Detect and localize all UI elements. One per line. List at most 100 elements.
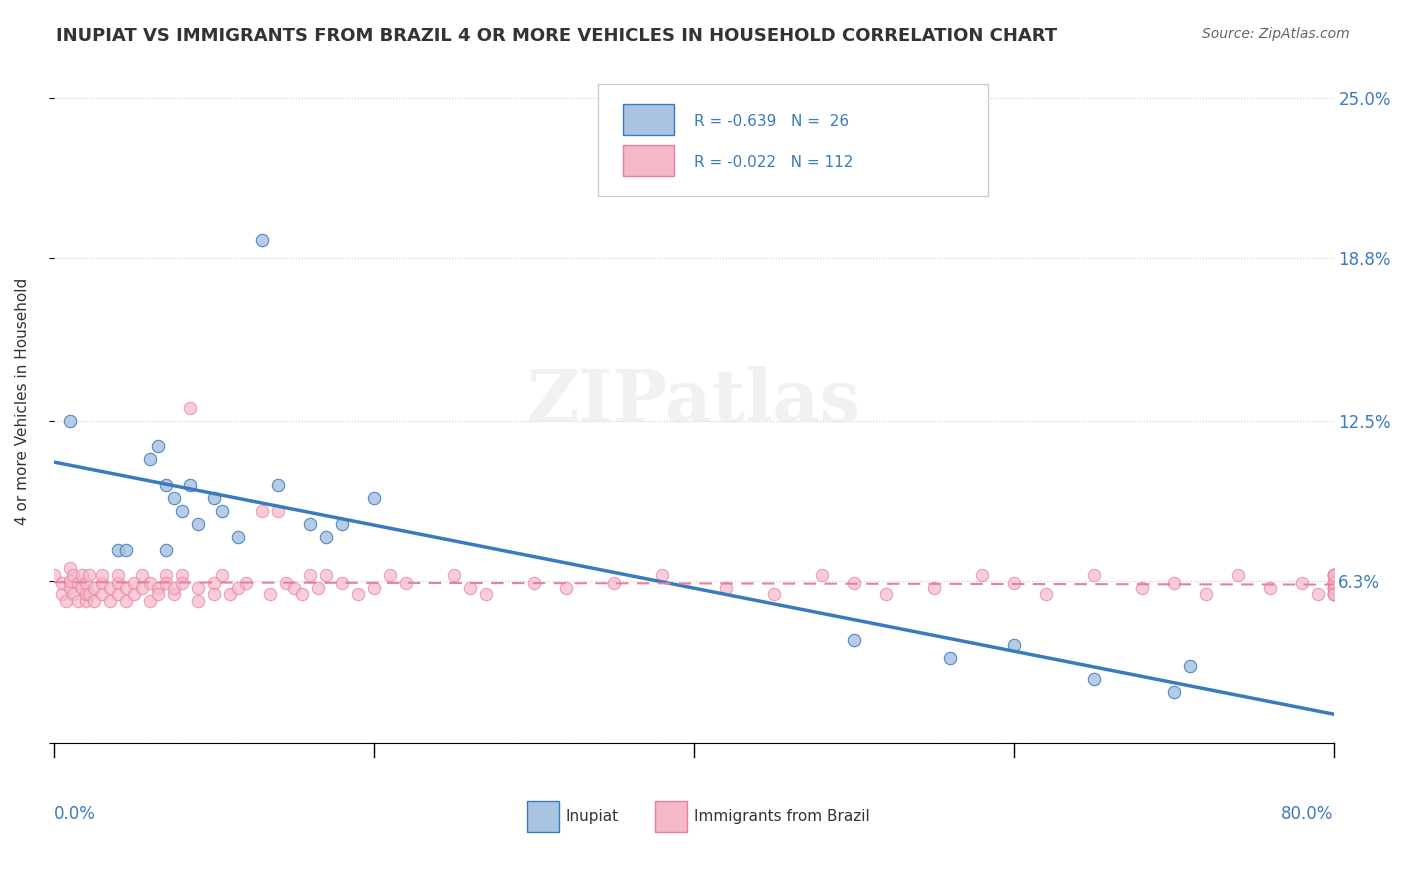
Bar bbox=[655, 801, 688, 832]
Text: R = -0.639   N =  26: R = -0.639 N = 26 bbox=[693, 113, 849, 128]
Point bbox=[138, 576, 160, 591]
Point bbox=[1322, 568, 1344, 582]
Point bbox=[259, 586, 281, 600]
Point bbox=[266, 478, 288, 492]
Point bbox=[146, 586, 169, 600]
Point bbox=[315, 530, 337, 544]
Point bbox=[1035, 586, 1057, 600]
Text: 0.0%: 0.0% bbox=[53, 805, 96, 822]
Point bbox=[554, 582, 576, 596]
Point bbox=[1322, 568, 1344, 582]
Point bbox=[842, 576, 865, 591]
Point bbox=[1291, 576, 1313, 591]
Point bbox=[1178, 658, 1201, 673]
Text: R = -0.022   N = 112: R = -0.022 N = 112 bbox=[693, 154, 853, 169]
Point bbox=[187, 516, 209, 531]
Point bbox=[107, 568, 129, 582]
Point bbox=[162, 586, 184, 600]
Point bbox=[146, 440, 169, 454]
Point bbox=[107, 586, 129, 600]
Point bbox=[59, 574, 82, 588]
Point bbox=[250, 233, 273, 247]
Point bbox=[155, 542, 177, 557]
Point bbox=[315, 568, 337, 582]
Point bbox=[170, 568, 193, 582]
Point bbox=[810, 568, 832, 582]
Point bbox=[394, 576, 416, 591]
Point bbox=[211, 504, 233, 518]
Text: 80.0%: 80.0% bbox=[1281, 805, 1333, 822]
Point bbox=[138, 452, 160, 467]
Point bbox=[274, 576, 297, 591]
Point bbox=[250, 504, 273, 518]
Point bbox=[1322, 568, 1344, 582]
Point bbox=[363, 491, 385, 505]
Point bbox=[187, 582, 209, 596]
Point bbox=[1322, 568, 1344, 582]
Text: INUPIAT VS IMMIGRANTS FROM BRAZIL 4 OR MORE VEHICLES IN HOUSEHOLD CORRELATION CH: INUPIAT VS IMMIGRANTS FROM BRAZIL 4 OR M… bbox=[56, 27, 1057, 45]
Point bbox=[90, 568, 112, 582]
Text: Immigrants from Brazil: Immigrants from Brazil bbox=[693, 809, 869, 823]
Point bbox=[51, 586, 73, 600]
Point bbox=[1083, 672, 1105, 686]
Point bbox=[1322, 586, 1344, 600]
Point bbox=[443, 568, 465, 582]
Point bbox=[1163, 684, 1185, 698]
Point bbox=[651, 568, 673, 582]
Point bbox=[55, 594, 77, 608]
FancyBboxPatch shape bbox=[598, 84, 988, 196]
Point bbox=[1322, 576, 1344, 591]
Point bbox=[235, 576, 257, 591]
Point bbox=[762, 586, 785, 600]
Point bbox=[1322, 582, 1344, 596]
Point bbox=[1322, 568, 1344, 582]
Point bbox=[62, 586, 84, 600]
Point bbox=[170, 504, 193, 518]
Point bbox=[155, 576, 177, 591]
Point bbox=[59, 582, 82, 596]
Point bbox=[77, 586, 100, 600]
Point bbox=[77, 568, 100, 582]
Point bbox=[131, 568, 153, 582]
Point bbox=[1322, 576, 1344, 591]
Point bbox=[922, 582, 945, 596]
Point bbox=[970, 568, 993, 582]
Point bbox=[378, 568, 401, 582]
Point bbox=[75, 586, 97, 600]
Text: Inupiat: Inupiat bbox=[565, 809, 619, 823]
Point bbox=[59, 414, 82, 428]
Point bbox=[179, 401, 201, 415]
Point bbox=[1322, 586, 1344, 600]
Point bbox=[283, 582, 305, 596]
Point bbox=[1002, 638, 1025, 652]
Point bbox=[75, 576, 97, 591]
Point bbox=[1306, 586, 1329, 600]
Point bbox=[62, 568, 84, 582]
Point bbox=[1322, 586, 1344, 600]
Point bbox=[83, 594, 105, 608]
Point bbox=[72, 568, 94, 582]
Point bbox=[1322, 582, 1344, 596]
Point bbox=[458, 582, 481, 596]
Point bbox=[131, 582, 153, 596]
Bar bbox=[527, 801, 560, 832]
Point bbox=[875, 586, 897, 600]
Point bbox=[114, 542, 136, 557]
Point bbox=[842, 632, 865, 647]
Point bbox=[98, 594, 121, 608]
Point bbox=[714, 582, 737, 596]
Text: ZIPatlas: ZIPatlas bbox=[526, 366, 860, 437]
Point bbox=[346, 586, 368, 600]
Point bbox=[1083, 568, 1105, 582]
Point bbox=[155, 568, 177, 582]
Point bbox=[114, 594, 136, 608]
Point bbox=[1322, 576, 1344, 591]
Point bbox=[1322, 586, 1344, 600]
Point bbox=[226, 582, 249, 596]
Point bbox=[51, 576, 73, 591]
Point bbox=[66, 594, 89, 608]
Point bbox=[1322, 576, 1344, 591]
Point bbox=[1163, 576, 1185, 591]
Point bbox=[291, 586, 314, 600]
Point bbox=[474, 586, 496, 600]
